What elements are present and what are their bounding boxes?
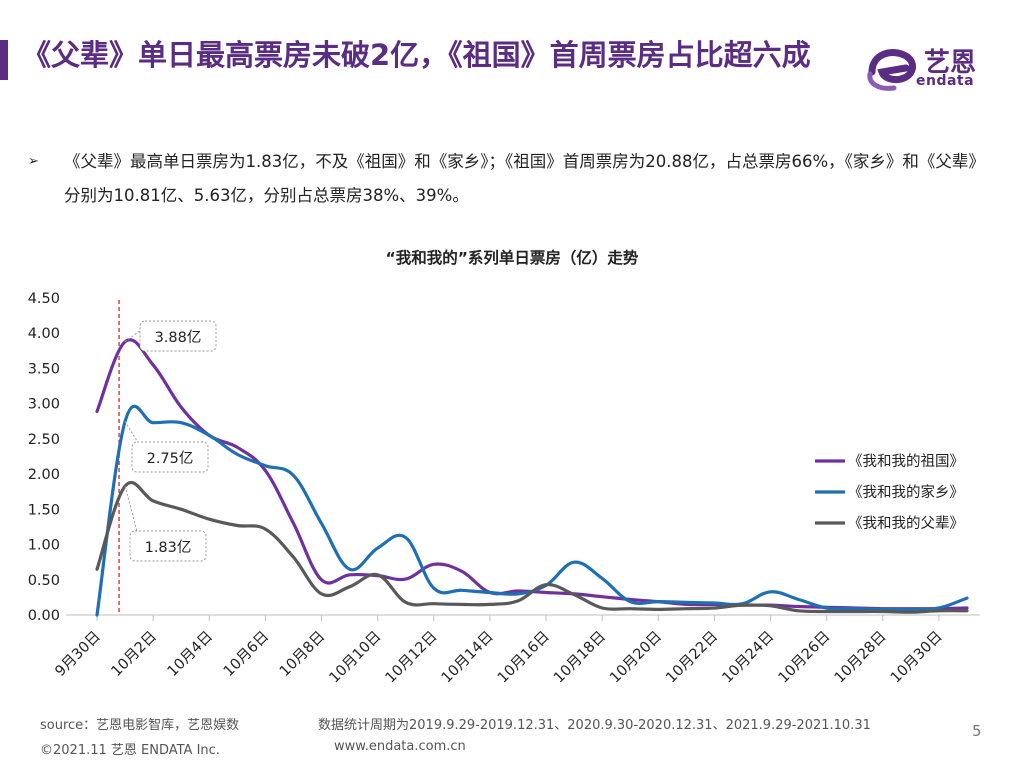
footer-period: 数据统计周期为2019.9.29-2019.12.31、2020.9.30-20… <box>318 718 871 733</box>
x-tick-label: 10月4日 <box>165 629 216 680</box>
endata-logo: 艺恩 endata <box>866 44 1006 92</box>
y-tick-label: 0.00 <box>28 608 60 624</box>
x-tick-label: 10月22日 <box>663 629 721 687</box>
y-tick-label: 3.00 <box>28 397 60 413</box>
series-line-jiaxiang <box>95 404 969 617</box>
bullet-arrow-icon: ➢ <box>28 154 39 169</box>
x-tick-label: 10月8日 <box>277 629 328 680</box>
y-tick-label: 1.50 <box>28 502 60 518</box>
footer-url: www.endata.com.cn <box>334 739 466 754</box>
slide-title: 《父辈》单日最高票房未破2亿，《祖国》首周票房占比超六成 <box>22 38 811 72</box>
annotation-box <box>131 441 209 473</box>
y-tick-label: 4.00 <box>28 326 60 342</box>
chart-title: “我和我的”系列单日票房（亿）走势 <box>386 248 639 267</box>
annotation-label: 2.75亿 <box>147 450 194 467</box>
y-tick-label: 2.00 <box>28 467 60 483</box>
x-tick-label: 10月24日 <box>719 629 777 687</box>
box-office-line-chart: “我和我的”系列单日票房（亿）走势 0.00 0.50 1.00 1.50 2.00 2.… <box>28 248 980 687</box>
logo-text-en: endata <box>916 73 975 89</box>
x-tick-label: 10月6日 <box>221 629 272 680</box>
footer-copyright: ©2021.11 艺恩 ENDATA Inc. <box>40 743 220 758</box>
y-tick-label: 3.50 <box>28 361 60 377</box>
annotation-leader <box>124 485 139 536</box>
y-tick-label: 0.50 <box>28 573 60 589</box>
footer-source: source：艺恩电影智库，艺恩娱数 <box>40 718 240 733</box>
annotation-box <box>129 530 207 562</box>
annotation-label: 3.88亿 <box>155 329 202 346</box>
endata-logo-mark-icon <box>867 49 916 91</box>
x-tick-label: 10月2日 <box>109 629 160 680</box>
x-tick-label: 10月10日 <box>327 629 385 687</box>
legend-label: 《我和我的祖国》 <box>848 453 964 470</box>
y-tick-label: 4.50 <box>28 291 60 307</box>
series-line-fubei <box>95 481 969 614</box>
x-tick-label: 9月30日 <box>52 629 103 680</box>
logo-text-cn: 艺恩 <box>924 48 977 78</box>
x-tick-label: 10月16日 <box>495 629 553 687</box>
series-line-zuguo <box>95 338 969 611</box>
y-tick-label: 2.50 <box>28 432 60 448</box>
x-tick-label: 10月14日 <box>439 629 497 687</box>
x-tick-label: 10月30日 <box>888 629 946 687</box>
legend-label: 《我和我的父辈》 <box>848 515 964 532</box>
x-tick-label: 10月28日 <box>832 629 890 687</box>
x-tick-label: 10月12日 <box>383 629 441 687</box>
summary-text: 《父辈》最高单日票房为1.83亿，不及《祖国》和《家乡》；《祖国》首周票房为20… <box>64 152 985 205</box>
annotation-leader <box>124 324 149 343</box>
legend-label: 《我和我的家乡》 <box>848 484 964 501</box>
annotation-box <box>139 320 217 352</box>
x-tick-label: 10月18日 <box>551 629 609 687</box>
x-tick-label: 10月26日 <box>776 629 834 687</box>
summary-bullet: ➢ 《父辈》最高单日票房为1.83亿，不及《祖国》和《家乡》；《祖国》首周票房为… <box>28 145 988 213</box>
x-tick-label: 10月20日 <box>607 629 665 687</box>
title-accent-bar <box>0 40 8 80</box>
page-number: 5 <box>972 722 982 740</box>
annotation-label: 1.83亿 <box>145 539 192 556</box>
y-tick-label: 1.00 <box>28 538 60 554</box>
